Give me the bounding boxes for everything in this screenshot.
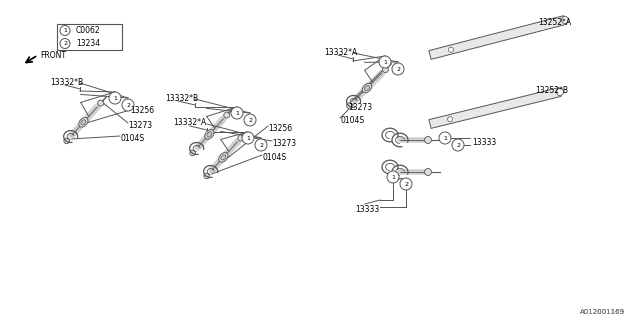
Text: 1: 1 <box>383 60 387 65</box>
Text: 13333: 13333 <box>355 205 380 214</box>
Circle shape <box>379 56 391 68</box>
Text: 13252*B: 13252*B <box>535 85 568 94</box>
Text: 1: 1 <box>113 95 117 100</box>
Circle shape <box>60 38 70 49</box>
Text: 0104S: 0104S <box>120 133 144 142</box>
Text: 13332*B: 13332*B <box>165 93 198 102</box>
Circle shape <box>204 173 209 179</box>
Circle shape <box>98 100 104 106</box>
Circle shape <box>346 103 352 108</box>
Text: 13332*A: 13332*A <box>173 117 206 126</box>
Circle shape <box>383 67 388 73</box>
Circle shape <box>60 26 70 36</box>
Ellipse shape <box>221 155 226 160</box>
Text: 13234: 13234 <box>76 39 100 48</box>
Text: 1: 1 <box>235 110 239 116</box>
Ellipse shape <box>219 153 228 162</box>
Circle shape <box>449 47 453 52</box>
Text: 2: 2 <box>259 142 263 148</box>
Circle shape <box>439 132 451 144</box>
Circle shape <box>244 114 256 126</box>
Text: 13273: 13273 <box>128 121 152 130</box>
Text: 1: 1 <box>391 174 395 180</box>
Ellipse shape <box>205 130 214 139</box>
Text: C0062: C0062 <box>76 26 100 35</box>
Circle shape <box>561 17 568 23</box>
Circle shape <box>255 139 267 151</box>
Circle shape <box>238 135 244 141</box>
Text: 2: 2 <box>456 142 460 148</box>
Circle shape <box>392 63 404 75</box>
Circle shape <box>242 132 254 144</box>
Circle shape <box>387 171 399 183</box>
Circle shape <box>109 92 121 104</box>
Text: A012001169: A012001169 <box>580 309 625 315</box>
Circle shape <box>400 178 412 190</box>
Circle shape <box>424 169 431 175</box>
Text: 1: 1 <box>63 28 67 33</box>
Circle shape <box>224 112 230 118</box>
Circle shape <box>447 117 452 122</box>
Text: 2: 2 <box>404 181 408 187</box>
Text: 2: 2 <box>396 67 400 71</box>
Text: 13333: 13333 <box>472 138 496 147</box>
Text: 1: 1 <box>443 135 447 140</box>
Circle shape <box>122 99 134 111</box>
Text: 13252*A: 13252*A <box>538 18 571 27</box>
Text: 1: 1 <box>246 135 250 140</box>
Text: 2: 2 <box>248 117 252 123</box>
Circle shape <box>452 139 464 151</box>
Circle shape <box>64 138 70 144</box>
Text: A012001169: A012001169 <box>580 309 625 315</box>
Circle shape <box>231 107 243 119</box>
Text: 13273: 13273 <box>272 139 296 148</box>
Polygon shape <box>429 88 561 128</box>
Ellipse shape <box>362 83 372 93</box>
Text: 2: 2 <box>63 41 67 46</box>
Polygon shape <box>429 16 566 59</box>
Ellipse shape <box>79 117 88 127</box>
Text: FRONT: FRONT <box>40 51 66 60</box>
Text: 0104S: 0104S <box>262 153 286 162</box>
Circle shape <box>190 150 195 156</box>
Text: 13256: 13256 <box>130 106 154 115</box>
Circle shape <box>424 137 431 143</box>
Ellipse shape <box>81 120 86 125</box>
Text: 0104S: 0104S <box>340 116 364 124</box>
Text: 13256: 13256 <box>268 124 292 132</box>
Text: 13332*A: 13332*A <box>324 47 357 57</box>
Text: 13332*B: 13332*B <box>50 77 83 86</box>
Ellipse shape <box>364 85 369 91</box>
Text: 2: 2 <box>126 102 130 108</box>
Ellipse shape <box>207 132 212 137</box>
Circle shape <box>557 89 563 95</box>
Bar <box>57 24 122 50</box>
Text: 13273: 13273 <box>348 102 372 111</box>
